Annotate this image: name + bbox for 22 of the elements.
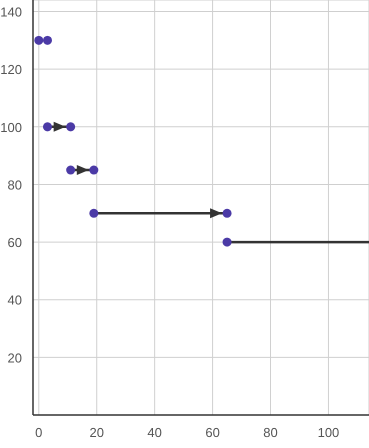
x-tick-label: 80 (263, 425, 278, 440)
x-tick-label: 20 (89, 425, 104, 440)
x-tick-label: 0 (35, 425, 42, 440)
point (42, 122, 52, 132)
point (34, 36, 44, 45)
x-tick-label: 60 (205, 425, 220, 440)
y-tick-label: 80 (8, 177, 22, 192)
y-tick-label: 100 (0, 120, 22, 135)
x-tick-label: 100 (318, 425, 340, 440)
x-tick-label: 40 (147, 425, 162, 440)
point (222, 238, 232, 247)
point (66, 122, 76, 132)
point (42, 36, 52, 45)
point (66, 166, 76, 175)
point (89, 166, 98, 175)
y-tick-label: 40 (8, 292, 22, 308)
y-tick-label: 140 (0, 4, 22, 20)
y-tick-label: 120 (0, 62, 22, 78)
point (222, 208, 232, 218)
y-tick-label: 60 (8, 235, 22, 250)
y-tick-label: 20 (8, 350, 22, 366)
point (89, 208, 98, 218)
